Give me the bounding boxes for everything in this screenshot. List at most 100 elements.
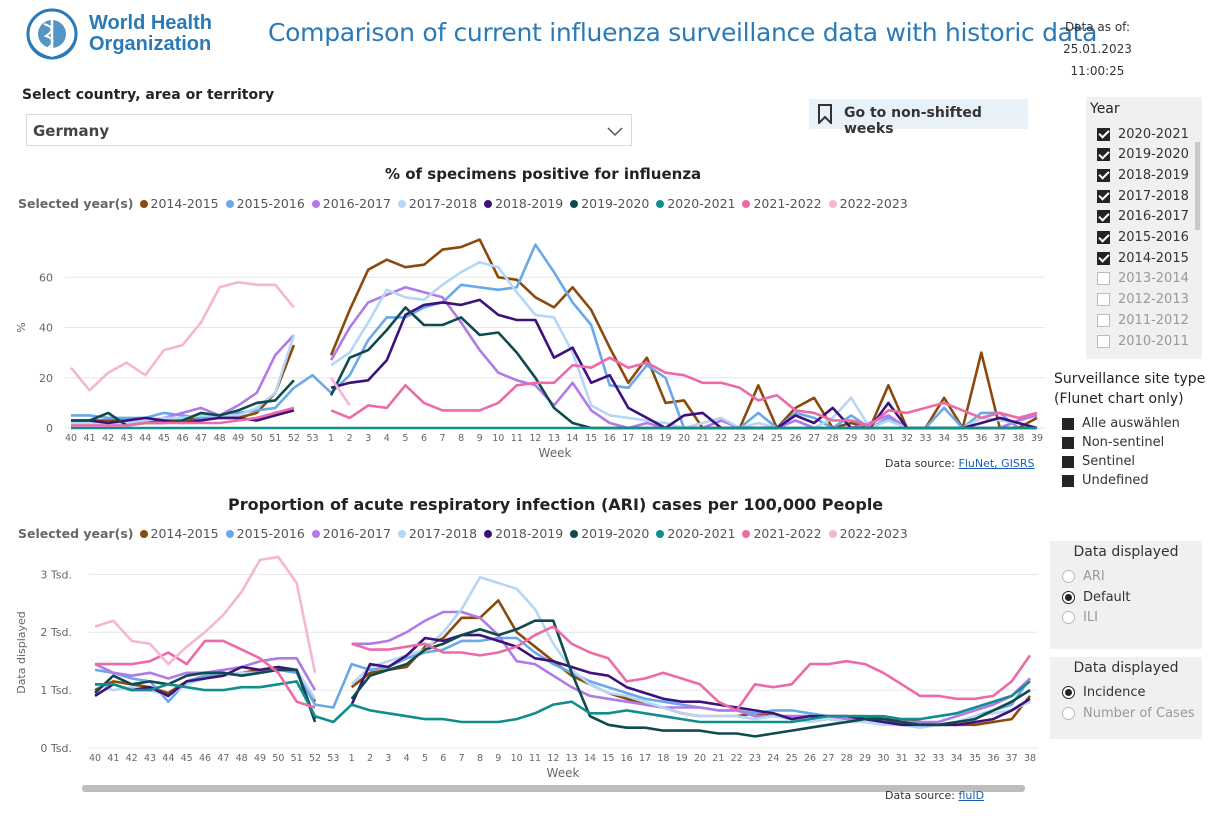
year-option-2018-2019[interactable]: 2018-2019 bbox=[1097, 165, 1189, 185]
x-tick-label: 37 bbox=[994, 433, 1006, 444]
legend-item-2015-2016[interactable]: 2015-2016 bbox=[225, 196, 305, 211]
x-tick-label: 13 bbox=[548, 433, 560, 444]
series-line-2017-2018 bbox=[71, 260, 1038, 430]
x-tick-label: 32 bbox=[901, 433, 913, 444]
year-option-2016-2017[interactable]: 2016-2017 bbox=[1097, 207, 1189, 227]
legend-item-2017-2018[interactable]: 2017-2018 bbox=[397, 526, 478, 541]
legend-label: 2014-2015 bbox=[150, 196, 219, 211]
year-option-2013-2014[interactable]: 2013-2014 bbox=[1097, 269, 1189, 289]
legend-item-2015-2016[interactable]: 2015-2016 bbox=[225, 526, 305, 541]
checkbox-empty-icon[interactable] bbox=[1097, 313, 1110, 327]
legend-item-2019-2020[interactable]: 2019-2020 bbox=[570, 526, 649, 541]
radio-option-ari[interactable]: ARI bbox=[1062, 569, 1105, 584]
checkbox-empty-icon[interactable] bbox=[1097, 334, 1110, 348]
year-option-2012-2013[interactable]: 2012-2013 bbox=[1097, 290, 1189, 310]
x-tick-label: 53 bbox=[306, 433, 318, 444]
legend-item-2021-2022[interactable]: 2021-2022 bbox=[742, 526, 822, 541]
checkbox-filled-icon[interactable] bbox=[1062, 474, 1074, 487]
radio-selected-icon[interactable] bbox=[1062, 590, 1075, 604]
checkbox-checked-icon[interactable] bbox=[1097, 127, 1110, 141]
x-tick-label: 41 bbox=[107, 753, 119, 764]
legend-item-2021-2022[interactable]: 2021-2022 bbox=[742, 196, 822, 211]
checkbox-filled-icon[interactable] bbox=[1062, 436, 1074, 449]
legend-item-2016-2017[interactable]: 2016-2017 bbox=[311, 526, 391, 541]
x-tick-label: 31 bbox=[882, 433, 894, 444]
site-type-option[interactable]: Alle auswählen bbox=[1062, 416, 1180, 431]
x-tick-label: 19 bbox=[676, 753, 688, 764]
site-type-option[interactable]: Non-sentinel bbox=[1062, 435, 1164, 450]
legend-label: 2017-2018 bbox=[408, 526, 478, 541]
year-option-label: 2016-2017 bbox=[1118, 209, 1189, 225]
year-option-2020-2021[interactable]: 2020-2021 bbox=[1097, 124, 1189, 144]
radio-empty-icon[interactable] bbox=[1062, 611, 1075, 624]
x-tick-label: 41 bbox=[84, 433, 96, 444]
year-option-label: 2012-2013 bbox=[1118, 292, 1189, 308]
legend-item-2018-2019[interactable]: 2018-2019 bbox=[484, 526, 563, 541]
site-type-option[interactable]: Undefined bbox=[1062, 473, 1149, 488]
radio-option-incidence[interactable]: Incidence bbox=[1062, 685, 1145, 700]
year-option-2010-2011[interactable]: 2010-2011 bbox=[1097, 331, 1189, 351]
legend-dot-icon bbox=[225, 529, 234, 538]
year-option-2014-2015[interactable]: 2014-2015 bbox=[1097, 248, 1189, 268]
checkbox-filled-icon[interactable] bbox=[1062, 417, 1074, 430]
chart2-ari: 0 Tsd. 1 Tsd. 2 Tsd. 3 Tsd. Data displayed 40… bbox=[15, 555, 1038, 780]
y-axis-label: % bbox=[15, 322, 28, 332]
checkbox-checked-icon[interactable] bbox=[1097, 210, 1110, 224]
year-option-2019-2020[interactable]: 2019-2020 bbox=[1097, 145, 1189, 165]
year-option-2015-2016[interactable]: 2015-2016 bbox=[1097, 228, 1189, 248]
legend-label: 2018-2019 bbox=[495, 196, 564, 211]
country-dropdown[interactable]: Germany bbox=[26, 114, 632, 146]
checkbox-checked-icon[interactable] bbox=[1097, 231, 1110, 244]
x-tick-label: 48 bbox=[214, 433, 226, 444]
checkbox-checked-icon[interactable] bbox=[1097, 251, 1110, 265]
checkbox-checked-icon[interactable] bbox=[1097, 168, 1110, 182]
year-filter-scrollbar[interactable] bbox=[1195, 142, 1200, 230]
legend-label: 2022-2023 bbox=[839, 526, 908, 541]
legend-item-2014-2015[interactable]: 2014-2015 bbox=[139, 526, 219, 541]
x-tick-label: 26 bbox=[804, 753, 816, 764]
checkbox-empty-icon[interactable] bbox=[1097, 272, 1110, 286]
legend-item-2017-2018[interactable]: 2017-2018 bbox=[397, 196, 477, 211]
legend-item-2016-2017[interactable]: 2016-2017 bbox=[311, 196, 391, 211]
year-option-label: 2018-2019 bbox=[1118, 167, 1189, 183]
x-tick-label: 43 bbox=[144, 753, 156, 764]
checkbox-checked-icon[interactable] bbox=[1097, 148, 1110, 162]
legend-label: 2014-2015 bbox=[150, 526, 219, 541]
radio-option-ili[interactable]: ILI bbox=[1062, 610, 1098, 625]
legend-item-2020-2021[interactable]: 2020-2021 bbox=[656, 196, 735, 211]
flunet-link[interactable]: FluNet, GISRS bbox=[958, 457, 1035, 470]
radio-empty-icon[interactable] bbox=[1062, 570, 1075, 583]
legend-item-2014-2015[interactable]: 2014-2015 bbox=[139, 196, 219, 211]
legend-item-2022-2023[interactable]: 2022-2023 bbox=[828, 526, 908, 541]
checkbox-filled-icon[interactable] bbox=[1062, 455, 1074, 468]
x-tick-label: 46 bbox=[199, 753, 211, 764]
legend-item-2018-2019[interactable]: 2018-2019 bbox=[484, 196, 563, 211]
x-tick-label: 24 bbox=[767, 753, 779, 764]
x-tick-label: 35 bbox=[969, 753, 981, 764]
year-option-2011-2012[interactable]: 2011-2012 bbox=[1097, 310, 1189, 330]
year-option-2017-2018[interactable]: 2017-2018 bbox=[1097, 186, 1189, 206]
site-type-option[interactable]: Sentinel bbox=[1062, 454, 1135, 469]
radio-selected-icon[interactable] bbox=[1062, 686, 1075, 699]
checkbox-checked-icon[interactable] bbox=[1097, 189, 1110, 203]
x-tick-label: 3 bbox=[385, 753, 391, 764]
x-tick-label: 44 bbox=[139, 433, 151, 444]
legend-item-2022-2023[interactable]: 2022-2023 bbox=[828, 196, 908, 211]
horizontal-scrollbar[interactable] bbox=[82, 785, 1025, 792]
radio-empty-icon[interactable] bbox=[1062, 706, 1075, 720]
checkbox-empty-icon[interactable] bbox=[1097, 293, 1110, 307]
non-shifted-weeks-button[interactable]: Go to non-shifted weeks bbox=[809, 99, 1028, 137]
radio-label: ILI bbox=[1083, 610, 1098, 625]
legend-item-2019-2020[interactable]: 2019-2020 bbox=[570, 196, 649, 211]
series-line-2014-2015 bbox=[94, 599, 1032, 727]
x-tick-label: 2 bbox=[347, 433, 353, 444]
fluid-link[interactable]: fluID bbox=[958, 789, 985, 802]
legend-dot-icon bbox=[570, 529, 579, 538]
y-tick-label: 0 Tsd. bbox=[40, 742, 72, 755]
x-tick-label: 8 bbox=[458, 433, 464, 444]
series-line-2022-2023 bbox=[94, 555, 317, 674]
radio-option-default[interactable]: Default bbox=[1062, 590, 1131, 605]
legend-item-2020-2021[interactable]: 2020-2021 bbox=[656, 526, 735, 541]
year-option-label: 2019-2020 bbox=[1118, 147, 1189, 163]
radio-option-number-of-cases[interactable]: Number of Cases bbox=[1062, 706, 1195, 721]
